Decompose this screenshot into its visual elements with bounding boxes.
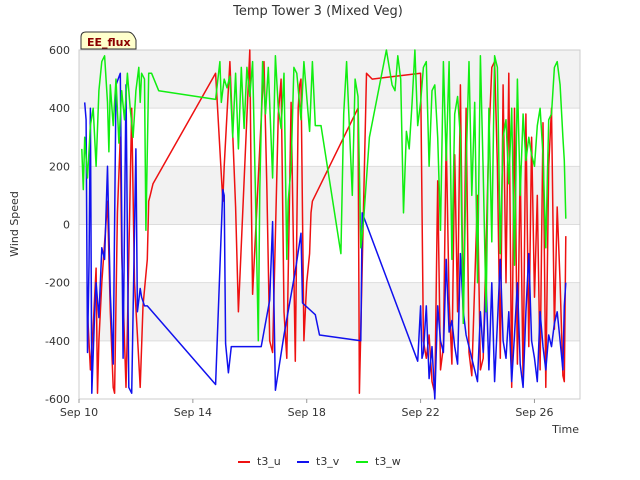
x-tick-label: Sep 10 — [60, 406, 98, 419]
x-axis-label: Time — [551, 423, 579, 436]
y-tick-label: -400 — [45, 335, 70, 348]
series-line-t3_w — [81, 49, 567, 342]
y-tick-label: 400 — [49, 102, 70, 115]
plot-band — [79, 50, 580, 109]
plot-frame — [78, 49, 581, 400]
x-tick-label: Sep 14 — [174, 406, 212, 419]
y-tick-label: 600 — [49, 44, 70, 57]
y-tick-label: 200 — [49, 160, 70, 173]
y-tick-label: -200 — [45, 277, 70, 290]
x-tick-label: Sep 18 — [288, 406, 326, 419]
legend-label-t3_v: t3_v — [316, 455, 340, 468]
x-tick-label: Sep 26 — [515, 406, 553, 419]
plot-band — [79, 282, 580, 341]
x-tick-label: Sep 22 — [401, 406, 439, 419]
y-axis-label: Wind Speed — [8, 191, 21, 257]
y-tick-label: -600 — [45, 393, 70, 406]
badge-label: EE_flux — [87, 36, 131, 49]
legend: t3_u t3_v t3_w — [238, 455, 401, 468]
legend-label-t3_w: t3_w — [375, 455, 401, 468]
ee-flux-badge: EE_flux — [80, 31, 137, 50]
chart-title: Temp Tower 3 (Mixed Veg) — [232, 4, 403, 19]
series-line-t3_v — [83, 72, 567, 400]
y-tick-label: 0 — [63, 219, 70, 232]
legend-label-t3_u: t3_u — [257, 455, 281, 468]
